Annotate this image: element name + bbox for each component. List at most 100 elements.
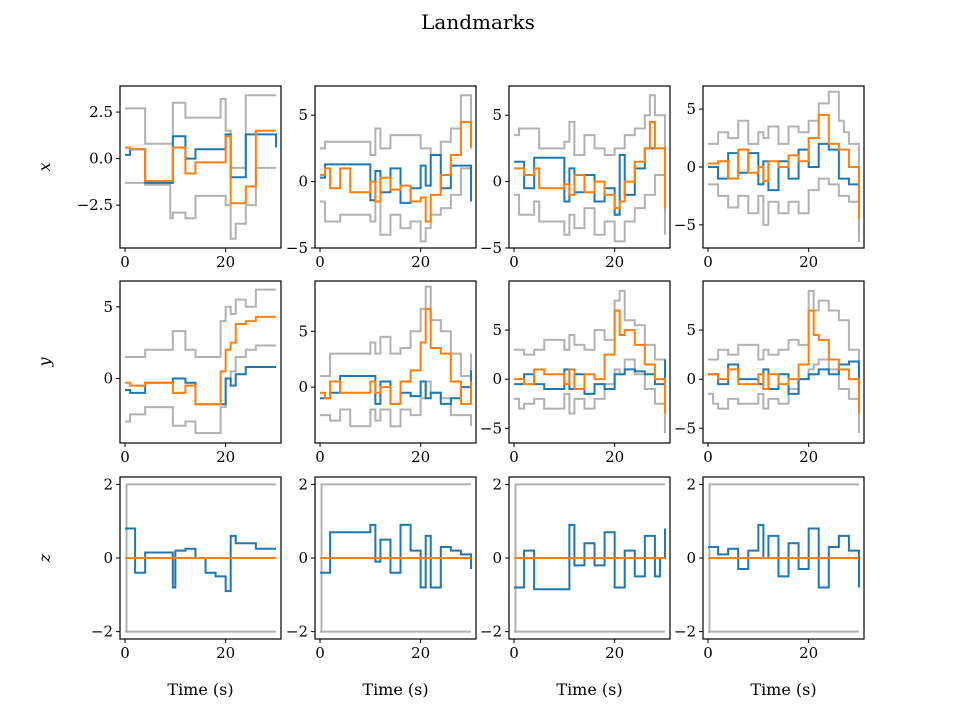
x-tick-label: 20 [605,253,624,271]
series-line-truth [514,147,666,216]
panel-x-3: −5 0 5 0 20 [674,85,865,271]
x-tick-label: 0 [703,448,713,466]
axes-frame [508,280,671,444]
x-tick-label: 20 [216,253,235,271]
panel-series [320,483,472,633]
x-tick-label: 20 [799,448,818,466]
series-line-upper [514,289,666,399]
y-axis-label: y [35,357,54,368]
y-tick-label: 0 [686,158,696,176]
series-line-estimate [514,120,666,210]
y-axis-label: x [35,162,54,171]
panel-x-1: −5 0 5 0 20 [286,85,477,271]
x-tick-label: 0 [703,253,713,271]
y-axis-label: z [35,553,54,563]
y-tick-label: −5 [480,239,502,257]
panel-series [514,94,666,243]
panel-y-0: 0 5 0 20 y [35,280,282,466]
y-tick-label: −2 [286,623,308,641]
series-line-truth [125,366,276,406]
x-tick-label: 20 [216,644,235,662]
axes-frame [119,85,282,249]
series-line-truth [514,359,666,395]
x-tick-label: 0 [315,448,325,466]
y-tick-label: 5 [298,322,308,340]
x-tick-label: 0 [120,644,130,662]
y-tick-label: −2.5 [77,196,113,214]
series-line-truth [320,154,472,204]
axes-frame [508,85,671,249]
axes-frame [702,280,865,444]
series-line-lower [125,344,276,434]
x-tick-label: 20 [411,253,430,271]
y-tick-label: −5 [480,419,502,437]
y-tick-label: 5 [298,106,308,124]
series-line-truth [320,523,472,589]
axes-frame [314,280,477,444]
y-tick-label: 5 [686,321,696,339]
series-line-upper [708,90,860,237]
y-tick-label: −5 [674,419,696,437]
y-tick-label: 5 [492,321,502,339]
panel-series [514,289,666,434]
y-tick-label: −2 [91,623,113,641]
y-tick-label: −2 [480,623,502,641]
x-axis-label: Time (s) [362,680,428,699]
panel-series [125,288,276,434]
x-tick-label: 20 [799,253,818,271]
y-tick-label: −5 [674,216,696,234]
y-tick-label: −2 [674,623,696,641]
y-tick-label: 2 [298,475,308,493]
panel-series [708,483,860,633]
x-tick-label: 20 [216,448,235,466]
panel-series [125,483,276,633]
x-tick-label: 0 [120,253,130,271]
series-line-estimate [320,307,472,405]
x-tick-label: 0 [315,253,325,271]
series-line-upper [514,94,666,215]
panel-y-3: −5 0 5 0 20 [674,280,865,466]
x-tick-label: 20 [605,644,624,662]
x-tick-label: 20 [411,448,430,466]
panel-series [708,90,860,243]
x-tick-label: 0 [120,448,130,466]
axes-frame [314,85,477,249]
x-axis-label: Time (s) [167,680,233,699]
series-line-upper [125,94,276,169]
x-tick-label: 0 [509,253,519,271]
series-line-truth [708,523,860,589]
series-line-estimate [708,309,860,414]
y-tick-label: 5 [492,106,502,124]
panel-x-0: −2.5 0.0 2.5 0 20 x [35,85,282,271]
x-tick-label: 0 [509,448,519,466]
x-tick-label: 0 [703,644,713,662]
y-tick-label: −5 [286,239,308,257]
figure-title: Landmarks [421,10,535,34]
y-tick-label: 0 [492,549,502,567]
series-line-truth [514,523,666,591]
y-tick-label: 0 [103,549,113,567]
series-line-estimate [514,309,666,414]
y-tick-label: 0 [298,549,308,567]
y-tick-label: 0 [686,549,696,567]
series-line-truth [125,133,277,184]
series-line-lower [320,167,472,243]
series-line-upper [320,285,472,377]
x-tick-label: 0 [315,644,325,662]
y-tick-label: 0 [686,370,696,388]
y-tick-label: 0 [103,369,113,387]
panel-series [320,285,472,428]
series-line-lower [514,173,666,243]
y-tick-label: 2 [103,475,113,493]
panel-x-2: −5 0 5 0 20 [480,85,671,271]
series-line-estimate [125,129,276,205]
series-line-upper [708,289,860,389]
y-tick-label: 0 [492,173,502,191]
axes-frame [119,280,282,444]
series-line-lower [514,358,666,434]
